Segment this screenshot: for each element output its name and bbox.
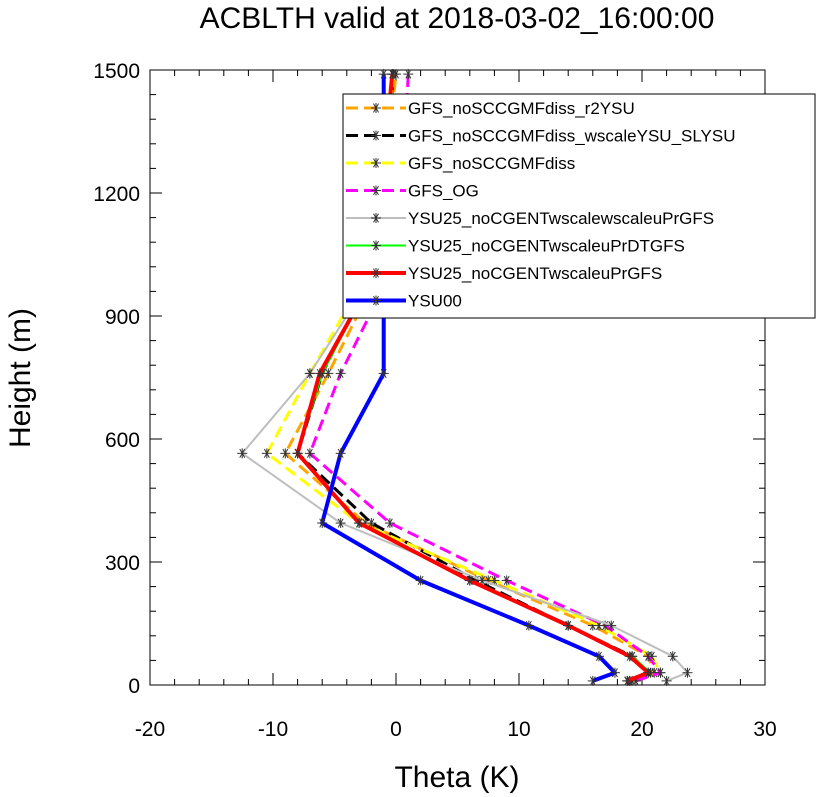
plot-border: [149, 69, 766, 686]
y-tick-label: 0: [128, 675, 140, 698]
legend-label: GFS_noSCCGMFdiss: [408, 154, 575, 173]
data-point: [335, 368, 346, 379]
legend-label: YSU25_noCGENTwscalewscaleuPrGFS: [408, 209, 714, 228]
data-point: [643, 651, 654, 662]
data-point: [261, 448, 272, 459]
legend-label: GFS_OG: [408, 182, 479, 201]
legend-item: GFS_noSCCGMFdiss_r2YSU: [346, 99, 635, 118]
data-point: [415, 575, 426, 586]
data-point: [280, 448, 291, 459]
legend: GFS_noSCCGMFdiss_r2YSU GFS_noSCCGMFdiss_w…: [342, 93, 816, 319]
data-point: [403, 69, 414, 80]
data-point: [624, 651, 635, 662]
chart-title: ACBLTH valid at 2018-03-02_16:00:00: [200, 2, 715, 35]
data-point: [304, 368, 315, 379]
data-point: [682, 667, 693, 678]
legend-marker: [371, 130, 381, 141]
y-axis: 0 300 600 900 1200 1500: [93, 60, 765, 698]
data-point: [384, 518, 395, 529]
x-tick-label: 0: [390, 718, 402, 741]
legend-item: YSU00: [346, 292, 462, 311]
x-axis-label: Theta (K): [394, 761, 519, 794]
legend-marker: [371, 213, 381, 223]
data-point: [643, 667, 654, 678]
y-tick-label: 1200: [93, 183, 140, 206]
data-point: [378, 368, 389, 379]
y-tick-label: 1500: [93, 60, 140, 83]
legend-item: YSU25_noCGENTwscalewscaleuPrGFS: [346, 209, 714, 228]
data-point: [354, 518, 365, 529]
series-line: [283, 73, 656, 683]
legend-marker: [371, 240, 381, 251]
data-point: [501, 575, 512, 586]
x-tick-label: 30: [753, 718, 776, 741]
data-point: [587, 675, 598, 686]
x-tick-label: -10: [258, 718, 288, 741]
legend-marker: [371, 185, 381, 196]
plot-frame: [149, 69, 766, 686]
legend-item: YSU25_noCGENTwscaleuPrGFS: [346, 264, 662, 283]
legend-label: YSU00: [408, 292, 462, 311]
data-point: [609, 667, 620, 678]
legend-item: GFS_OG: [346, 182, 479, 201]
data-point: [661, 675, 672, 686]
data-point: [237, 448, 248, 459]
legend-item: GFS_noSCCGMFdiss_wscaleYSU_SLYSU: [346, 127, 736, 146]
y-axis-label: Height (m): [4, 308, 37, 448]
data-point: [622, 675, 633, 686]
legend-item: YSU25_noCGENTwscaleuPrDTGFS: [346, 237, 685, 256]
legend-item: GFS_noSCCGMFdiss: [346, 154, 575, 173]
data-point: [387, 69, 398, 80]
legend-marker: [371, 158, 381, 168]
legend-box: [342, 93, 816, 319]
data-point: [523, 620, 534, 631]
data-point: [292, 448, 303, 459]
y-tick-label: 900: [105, 306, 140, 329]
data-point: [477, 575, 488, 586]
legend-marker: [371, 103, 381, 113]
data-point: [378, 69, 389, 80]
x-tick-label: 20: [630, 718, 653, 741]
data-point: [667, 651, 678, 662]
data-point: [304, 448, 315, 459]
data-point: [314, 368, 325, 379]
x-tick-label: -20: [135, 718, 165, 741]
y-tick-label: 600: [105, 429, 140, 452]
data-point: [366, 518, 377, 529]
legend-label: YSU25_noCGENTwscaleuPrGFS: [408, 264, 662, 283]
data-point: [655, 667, 666, 678]
data-point: [593, 651, 604, 662]
data-point: [317, 518, 328, 529]
data-point: [335, 518, 346, 529]
legend-label: GFS_noSCCGMFdiss_wscaleYSU_SLYSU: [408, 127, 736, 146]
data-point: [606, 620, 617, 631]
x-tick-label: 10: [507, 718, 530, 741]
legend-label: YSU25_noCGENTwscaleuPrDTGFS: [408, 237, 685, 256]
legend-label: GFS_noSCCGMFdiss_r2YSU: [408, 99, 635, 118]
legend-marker: [371, 295, 381, 306]
data-point: [464, 575, 475, 586]
y-tick-label: 300: [105, 552, 140, 575]
legend-marker: [371, 268, 381, 278]
data-point: [335, 448, 346, 459]
data-point: [563, 620, 574, 631]
